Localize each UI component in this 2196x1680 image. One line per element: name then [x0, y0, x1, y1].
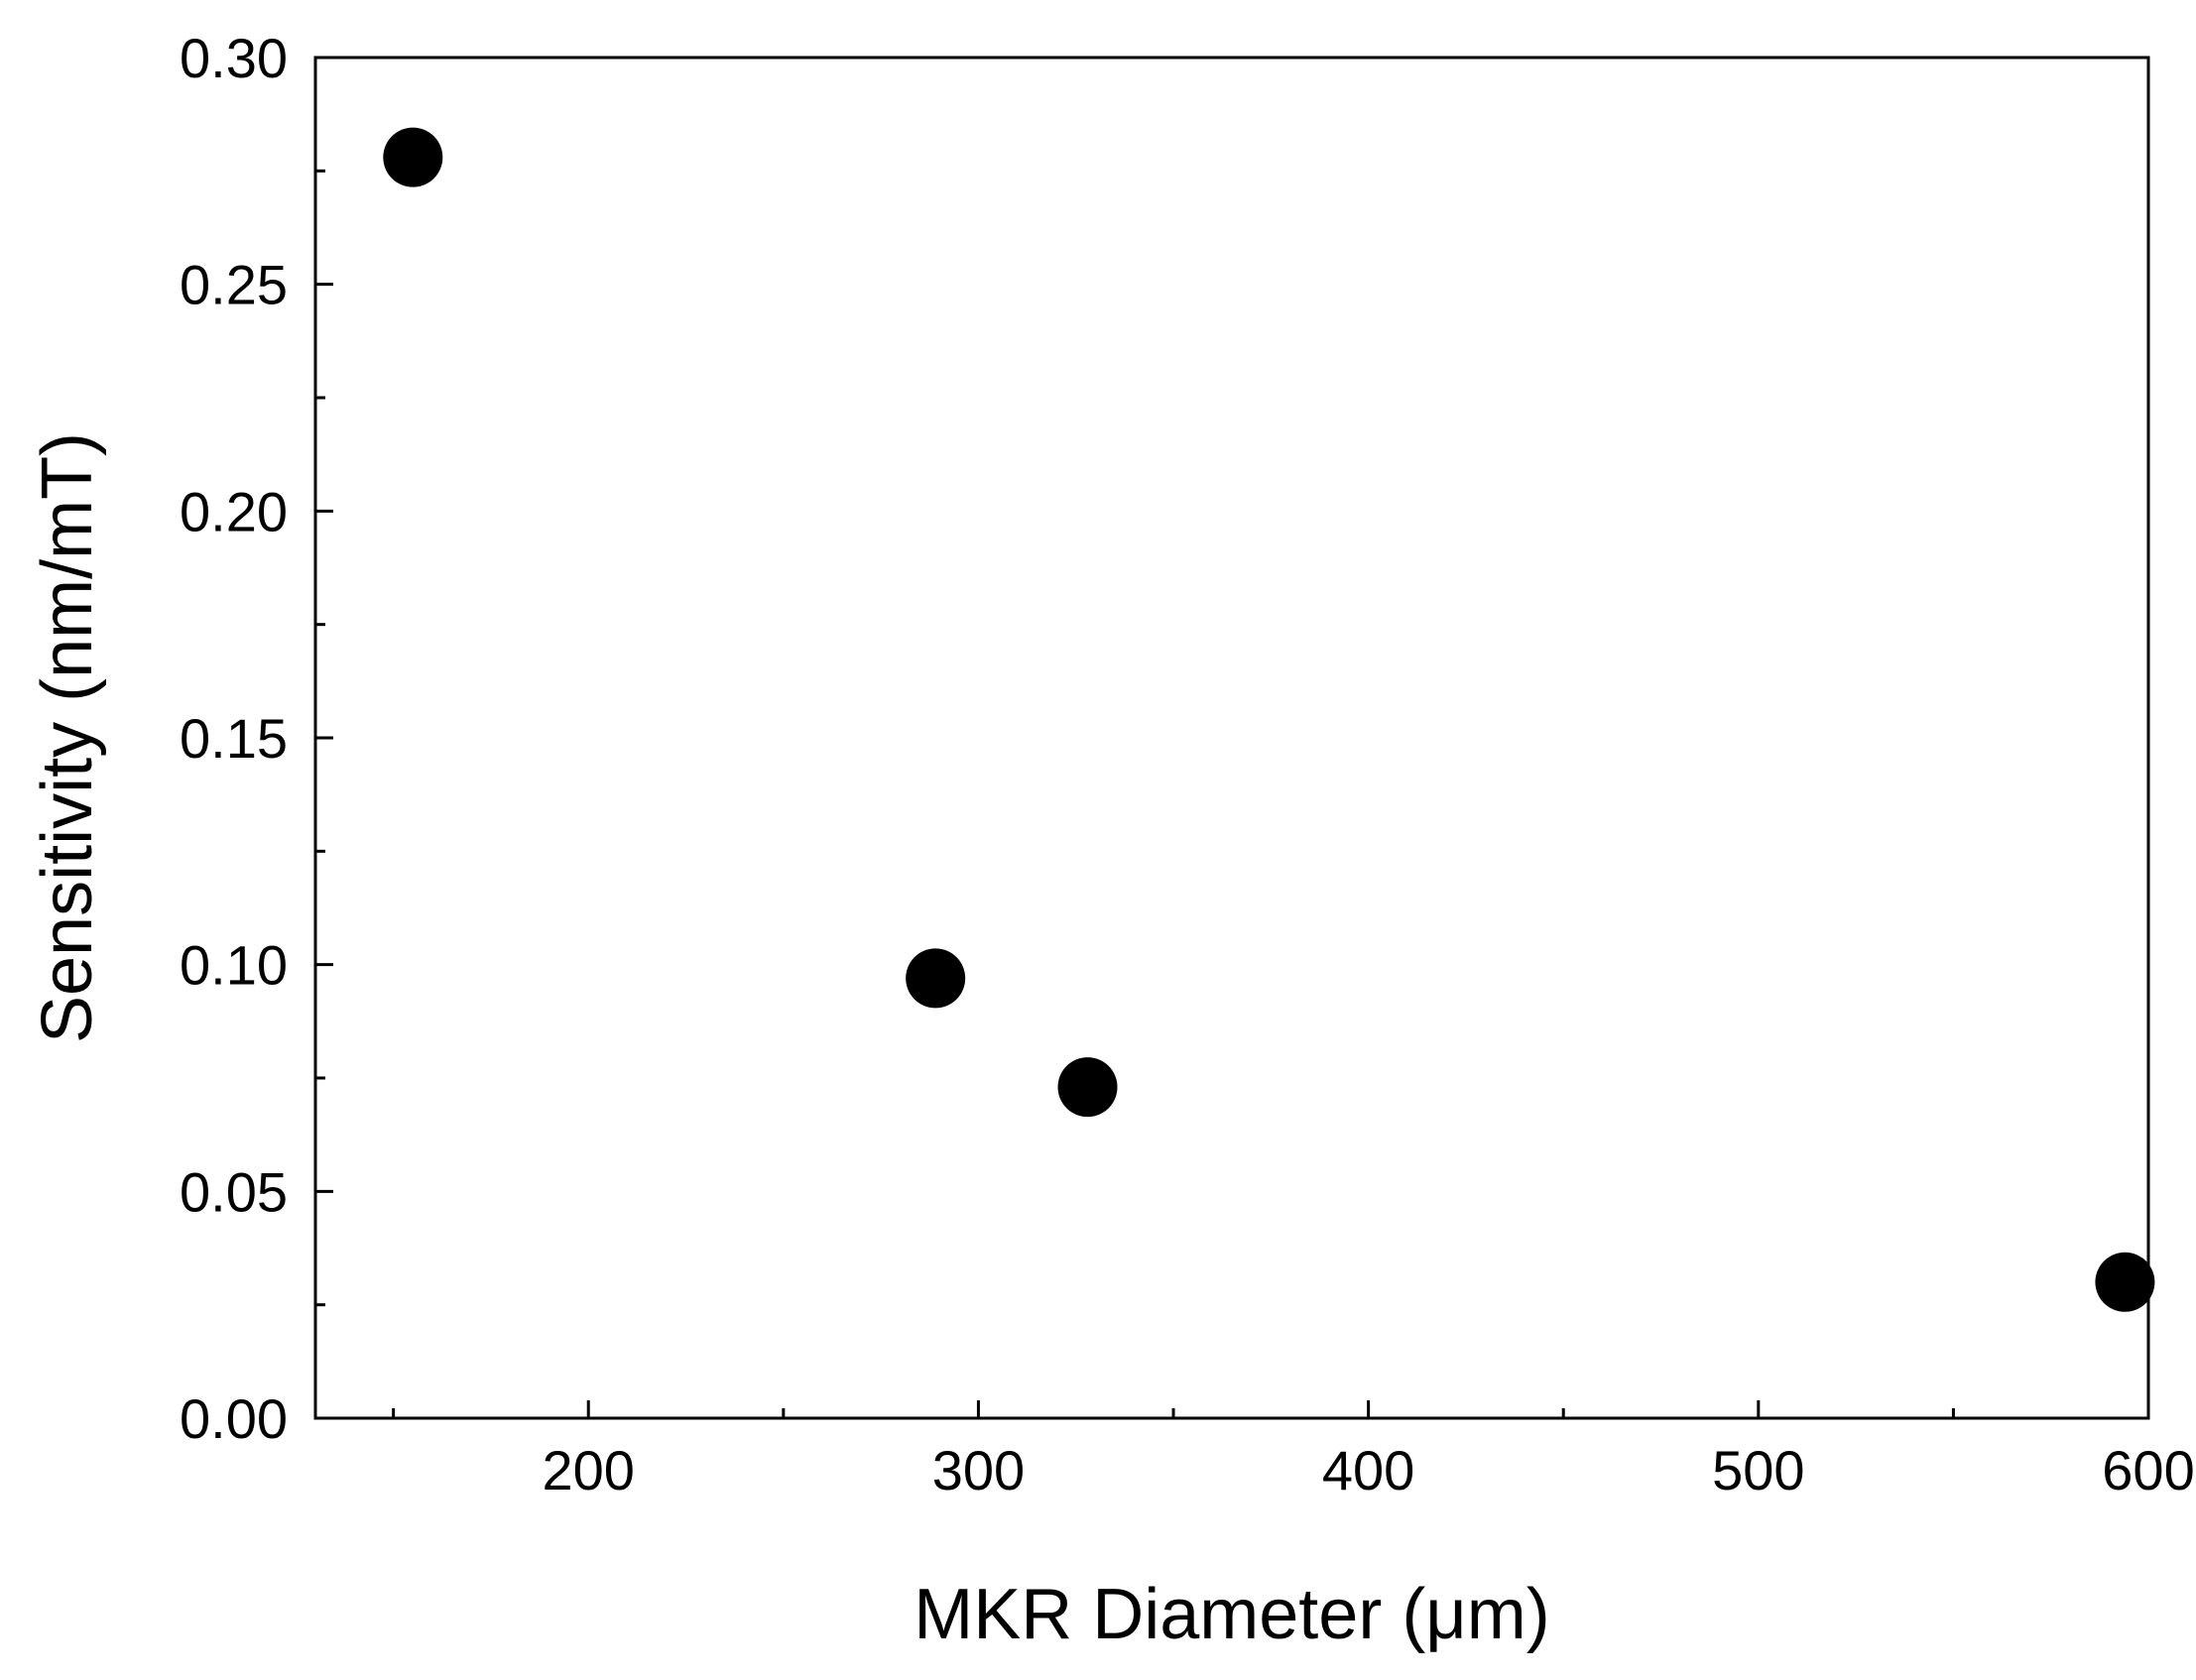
x-axis-title: MKR Diameter (μm) [914, 1575, 1550, 1654]
data-point [1057, 1057, 1118, 1118]
x-tick-label: 300 [932, 1439, 1025, 1501]
y-axis-ticks: 0.00 0.05 0.10 0.15 0.20 0.25 0.30 [180, 27, 333, 1450]
data-point [2095, 1252, 2155, 1312]
data-points [383, 127, 2155, 1312]
data-point [383, 127, 443, 187]
x-tick-label: 400 [1322, 1439, 1414, 1501]
x-tick-label: 500 [1712, 1439, 1804, 1501]
data-point [906, 948, 966, 1009]
x-tick-label: 600 [2102, 1439, 2194, 1501]
y-tick-label: 0.25 [180, 254, 288, 316]
x-tick-label: 200 [543, 1439, 635, 1501]
y-tick-label: 0.00 [180, 1387, 288, 1450]
y-tick-label: 0.20 [180, 480, 288, 542]
y-axis-title: Sensitivity (nm/mT) [28, 432, 107, 1043]
x-axis-ticks: 200 300 400 500 600 [392, 1400, 2195, 1501]
y-tick-label: 0.05 [180, 1160, 288, 1223]
y-tick-label: 0.10 [180, 934, 288, 997]
y-tick-label: 0.30 [180, 27, 288, 89]
y-tick-label: 0.15 [180, 707, 288, 770]
plot-frame [313, 56, 2150, 1420]
